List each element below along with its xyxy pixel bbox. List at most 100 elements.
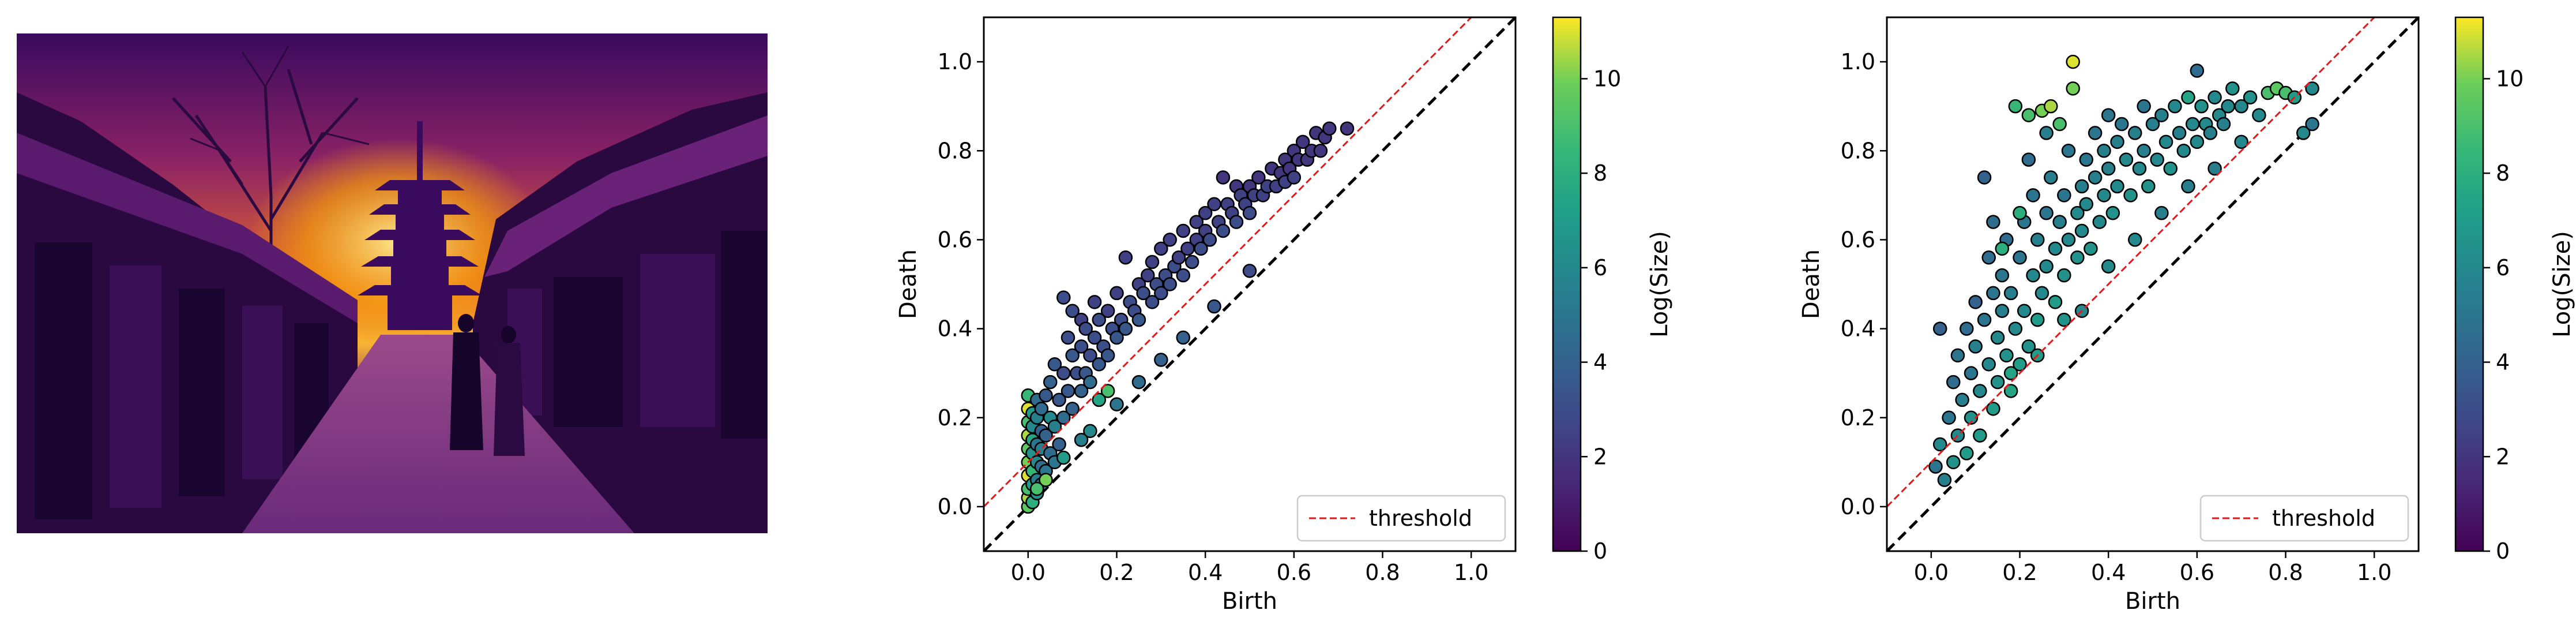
data-point xyxy=(1074,384,1089,398)
kyoto-street-image xyxy=(17,33,768,533)
data-point xyxy=(2057,188,2071,203)
data-point xyxy=(1061,330,1075,345)
data-point xyxy=(2190,134,2205,149)
x-tick-label: 0.4 xyxy=(2091,560,2126,585)
data-point xyxy=(1087,330,1102,345)
data-point xyxy=(1039,388,1053,403)
data-point xyxy=(1942,410,1956,425)
data-point xyxy=(2181,179,2195,194)
data-point xyxy=(2168,99,2182,114)
data-point xyxy=(1039,428,1053,443)
data-point xyxy=(1955,392,1969,407)
data-point xyxy=(2097,188,2111,203)
x-tick-label: 1.0 xyxy=(2357,560,2391,585)
y-tick-label: 0.8 xyxy=(1841,138,1875,163)
colorbar: 0 2 4 6 8 10 Log(Size) xyxy=(1552,16,1673,564)
data-point xyxy=(2030,233,2045,247)
x-tick-label: 0.6 xyxy=(1277,560,1311,585)
data-point xyxy=(2026,268,2040,283)
data-point xyxy=(2070,250,2085,265)
colorbar-label: Log(Size) xyxy=(2549,231,2575,338)
data-point xyxy=(2048,241,2063,256)
data-point xyxy=(2154,205,2169,220)
colorbar-tick-label: 4 xyxy=(2496,350,2510,375)
data-point xyxy=(1981,357,1996,372)
scatter-points xyxy=(1021,121,1355,514)
data-point xyxy=(1287,170,1302,185)
data-point xyxy=(2110,179,2124,194)
data-point xyxy=(1946,455,1961,470)
x-axis-label: Birth xyxy=(1222,588,1277,615)
x-tick-label: 0.8 xyxy=(2268,560,2303,585)
data-point xyxy=(2079,197,2093,211)
data-point xyxy=(1198,205,1213,220)
data-point xyxy=(1928,459,1943,474)
colorbar-tick-label: 6 xyxy=(1593,255,1607,280)
data-point xyxy=(2105,205,2120,220)
x-tick-label: 1.0 xyxy=(1454,560,1488,585)
data-point xyxy=(1207,197,1221,211)
data-point xyxy=(1964,366,1979,380)
axes-frame xyxy=(1886,16,2420,552)
data-point xyxy=(1056,410,1071,425)
data-point xyxy=(2305,117,2319,132)
x-tick-label: 0.6 xyxy=(2180,560,2214,585)
data-point xyxy=(1100,384,1115,398)
y-tick-label: 1.0 xyxy=(938,49,972,74)
data-point xyxy=(1202,233,1217,247)
data-point xyxy=(2021,339,2036,354)
data-point xyxy=(2061,233,2076,247)
data-point xyxy=(1029,481,1044,496)
data-point xyxy=(1061,384,1075,398)
x-tick-label: 0.0 xyxy=(1011,560,1046,585)
data-point xyxy=(1990,330,2005,345)
image-right-buildings xyxy=(473,92,768,533)
data-point xyxy=(1154,353,1168,367)
colorbar-tick-label: 2 xyxy=(1593,444,1607,469)
data-point xyxy=(2092,215,2107,229)
legend: threshold xyxy=(1296,495,1506,542)
data-point xyxy=(1118,321,1133,336)
data-point xyxy=(2084,241,2098,256)
data-point xyxy=(1043,375,1058,390)
data-point xyxy=(1100,348,1115,363)
data-point xyxy=(2101,108,2116,122)
data-point xyxy=(1937,473,1952,487)
data-point xyxy=(1986,402,2000,416)
data-point xyxy=(2013,357,2027,372)
data-point xyxy=(2221,99,2235,114)
y-tick-label: 1.0 xyxy=(1841,49,1875,74)
colorbar-tick-label: 0 xyxy=(2496,538,2510,564)
legend-box xyxy=(2199,495,2409,542)
data-point xyxy=(1145,254,1160,270)
data-point xyxy=(1229,215,1244,229)
data-point xyxy=(1092,312,1107,327)
data-point xyxy=(2145,117,2160,132)
data-point xyxy=(2039,205,2054,220)
data-point xyxy=(2052,215,2067,229)
data-point xyxy=(2128,126,2142,140)
data-point xyxy=(2185,117,2200,132)
data-point xyxy=(2114,117,2129,132)
data-point xyxy=(1950,348,1965,363)
data-point xyxy=(1986,286,2000,301)
data-point xyxy=(1973,384,1987,398)
data-point xyxy=(1932,321,1947,336)
data-point xyxy=(2216,117,2231,132)
data-point xyxy=(1047,419,1062,434)
reference-lines xyxy=(984,17,1515,551)
data-point xyxy=(1295,134,1310,149)
data-point xyxy=(2021,108,2036,122)
threshold-line xyxy=(1887,17,2376,507)
data-point xyxy=(1242,264,1257,278)
data-point xyxy=(2132,161,2147,176)
data-point xyxy=(1141,268,1155,283)
data-point xyxy=(2101,259,2116,274)
data-point xyxy=(1110,397,1124,411)
image-pagoda xyxy=(358,121,482,330)
data-point xyxy=(2044,99,2058,114)
data-point xyxy=(1995,304,2010,318)
data-point xyxy=(1052,437,1066,452)
data-point xyxy=(2194,99,2209,114)
colorbar-gradient xyxy=(1552,16,1582,552)
